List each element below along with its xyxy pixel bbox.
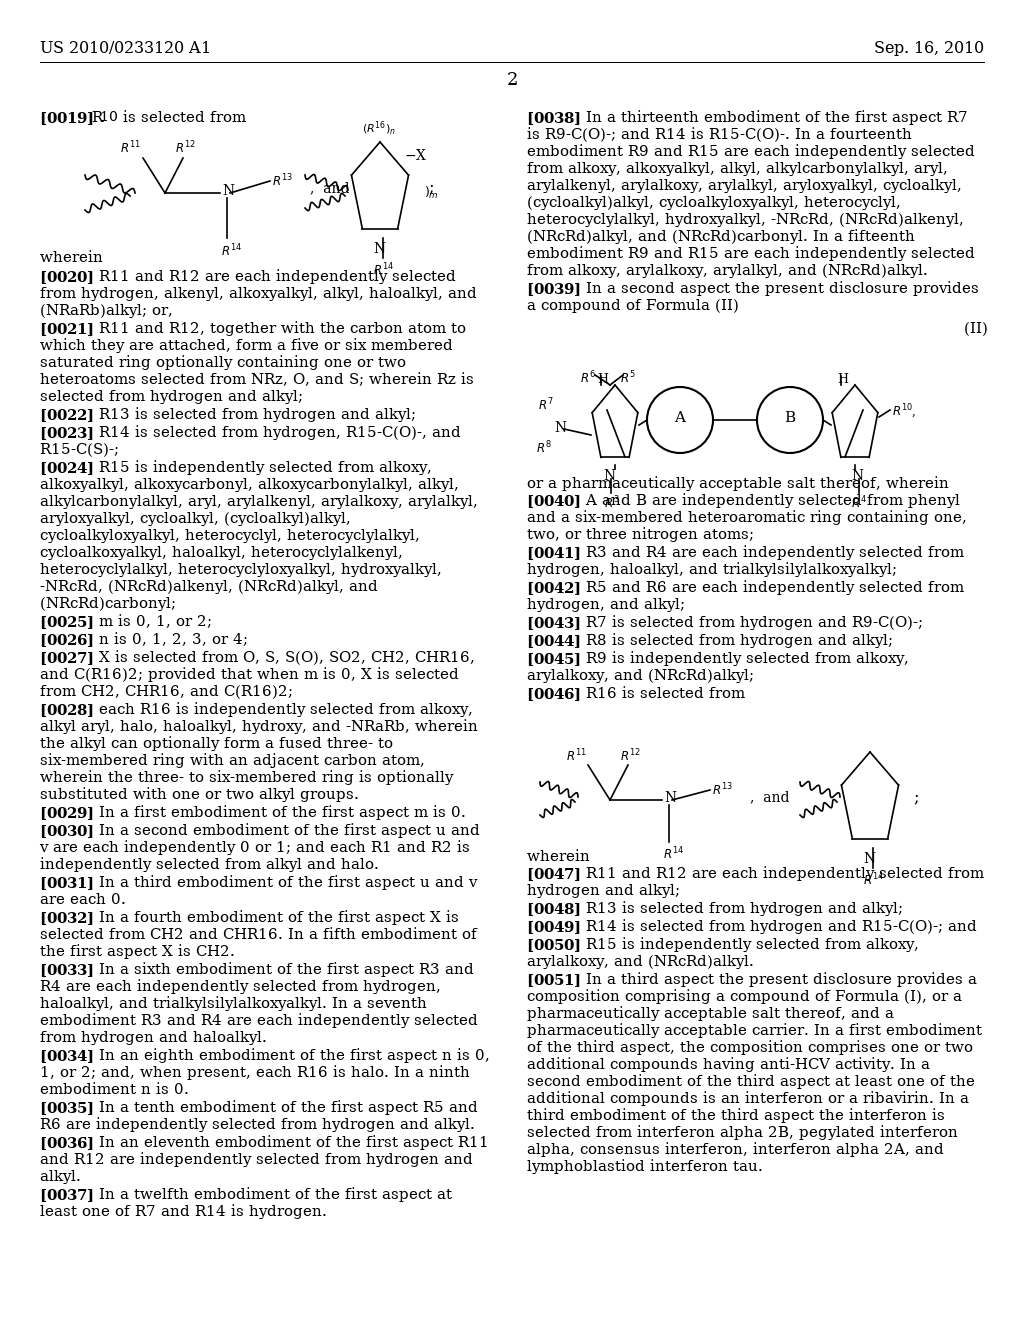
Text: $R^{14}$: $R^{14}$ xyxy=(863,873,884,888)
Text: $R^{12}$: $R^{12}$ xyxy=(620,748,641,764)
Text: N: N xyxy=(373,242,385,256)
Text: $R^{11}$: $R^{11}$ xyxy=(566,748,587,764)
Text: $)_m$: $)_m$ xyxy=(424,185,439,201)
Text: ;: ; xyxy=(428,178,433,195)
Text: $R^4$: $R^4$ xyxy=(851,495,866,512)
Text: A: A xyxy=(674,411,685,425)
Text: $R^{14}$: $R^{14}$ xyxy=(663,846,684,862)
Text: $R^{11}$: $R^{11}$ xyxy=(120,140,140,157)
Text: N: N xyxy=(603,469,615,483)
Text: $R^8$: $R^8$ xyxy=(536,440,552,457)
Text: N: N xyxy=(851,469,863,483)
Text: $R^3$: $R^3$ xyxy=(604,495,620,512)
Text: $-$X: $-$X xyxy=(404,148,427,162)
Text: $R^{13}$: $R^{13}$ xyxy=(272,173,293,190)
Text: H: H xyxy=(597,374,608,385)
Text: H: H xyxy=(837,374,848,385)
Text: $(R^{16})_n$: $(R^{16})_n$ xyxy=(362,120,396,139)
Text: $R^{10}$,: $R^{10}$, xyxy=(892,403,916,421)
Text: N: N xyxy=(554,421,566,436)
Text: B: B xyxy=(784,411,795,425)
Text: $R^{14}$: $R^{14}$ xyxy=(221,243,242,260)
Text: $R^{12}$: $R^{12}$ xyxy=(175,140,196,157)
Text: ,  and: , and xyxy=(750,789,790,804)
Text: $R^{13}$: $R^{13}$ xyxy=(712,781,733,799)
Text: N: N xyxy=(664,791,676,805)
Text: $R^{14}$: $R^{14}$ xyxy=(373,261,394,279)
Text: N: N xyxy=(863,851,876,866)
Text: ;: ; xyxy=(913,788,919,805)
Text: N: N xyxy=(222,183,234,198)
Text: $R^5$: $R^5$ xyxy=(620,370,636,387)
Text: $R^6$: $R^6$ xyxy=(580,370,596,387)
Text: $R^7$: $R^7$ xyxy=(538,397,554,413)
Text: ,  and: , and xyxy=(310,181,349,195)
